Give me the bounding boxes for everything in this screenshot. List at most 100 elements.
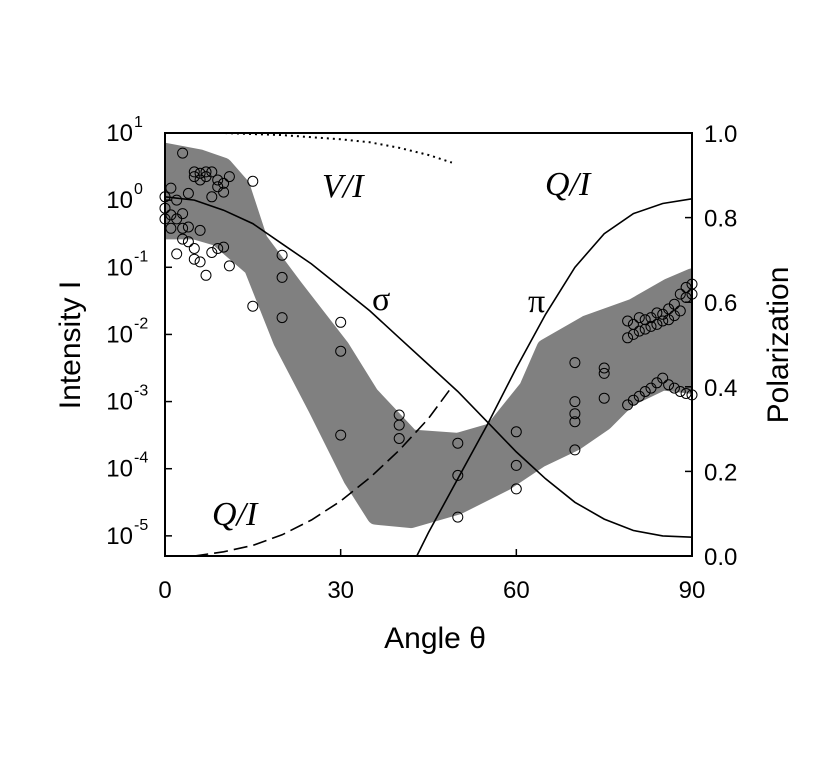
data-point [651,307,663,319]
data-point [663,379,675,391]
y-left-tick-label: 10 [106,523,133,550]
y-left-tick-label: 10 [106,120,133,147]
qi-curve-4 [194,386,453,556]
y-right-axis-title: Polarization [762,267,795,424]
curve-layer [165,133,692,556]
data-point [639,323,651,335]
data-point [645,320,657,332]
data-point [200,166,212,178]
data-point [651,318,663,330]
data-point [393,419,405,431]
data-point [569,408,581,420]
data-point [247,300,259,312]
y-right-tick-label: 0.0 [704,544,737,571]
data-point [657,315,669,327]
data-point [452,469,464,481]
data-point [674,386,686,397]
data-point [276,249,288,261]
data-point [223,260,235,272]
intensity-band-layer [165,142,692,529]
data-point [212,243,224,254]
y-right-tick-label: 0.8 [704,206,737,233]
data-point [194,256,206,268]
y-left-tick-exponent: -5 [134,517,148,534]
data-point [569,416,581,428]
data-point [335,429,347,441]
data-point [177,233,189,245]
y-left-tick-exponent: -1 [134,248,148,265]
data-point [182,187,194,199]
data-point [510,426,522,438]
data-point [510,459,522,471]
y-left-tick-exponent: 0 [134,181,143,198]
data-point [452,511,464,523]
data-point [206,191,218,203]
annotation-qi-upper: Q/I [545,166,592,203]
data-point [674,288,686,300]
y-left-tick-exponent: 1 [134,114,143,131]
data-point [218,241,230,253]
data-point [194,174,206,186]
y-left-tick-label: 10 [106,456,133,483]
y-left-axis-title: Intensity I [54,281,87,409]
data-point [622,332,634,344]
data-point [393,433,405,444]
y-left-tick-exponent: -2 [134,315,148,332]
data-point [247,175,259,187]
data-point [218,186,230,198]
y-right-tick-label: 0.4 [704,375,737,402]
data-point [663,314,675,326]
x-tick-label: 60 [503,577,530,604]
data-point [188,166,200,178]
y-left-tick-label: 10 [106,389,133,416]
data-point [171,248,183,260]
data-point [627,394,639,406]
data-point [674,305,686,317]
annotation-pi: π [528,283,545,320]
y-left-tick-label: 10 [106,321,133,348]
y-left-tick-exponent: -4 [134,450,148,467]
data-point [218,177,230,189]
data-point [194,224,206,236]
data-point [598,367,610,379]
data-point [188,243,200,254]
x-tick-label: 30 [327,577,354,604]
data-point [639,386,651,397]
data-point [657,372,669,384]
data-point [177,208,189,220]
intensity-band [165,142,692,529]
data-point [633,325,645,337]
data-point [276,271,288,283]
data-point [223,171,235,183]
pi-curve-1 [416,198,692,556]
data-point [212,174,224,186]
data-point [335,345,347,357]
data-point [188,171,200,183]
data-point [200,269,212,281]
data-point [569,444,581,456]
data-point [188,253,200,265]
x-tick-label: 90 [679,577,706,604]
x-tick-label: 0 [158,577,171,604]
data-point [177,222,189,234]
data-point [627,328,639,340]
x-axis-title: Angle θ [384,622,486,655]
data-point [569,357,581,369]
data-point [182,236,194,248]
data-point [569,396,581,408]
data-point [206,247,218,258]
data-point [668,298,680,310]
data-point [276,312,288,324]
sigma-curve-0 [165,196,692,538]
y-left-tick-exponent: -3 [134,383,148,400]
data-point [452,437,464,449]
annotation-qi-lower: Q/I [212,496,259,533]
data-point [335,316,347,328]
data-point [668,382,680,394]
data-point [182,221,194,233]
y-right-tick-label: 0.2 [704,459,737,486]
y-left-tick-label: 10 [106,254,133,281]
data-point [639,314,651,326]
annotation-vi: V/I [322,168,365,205]
